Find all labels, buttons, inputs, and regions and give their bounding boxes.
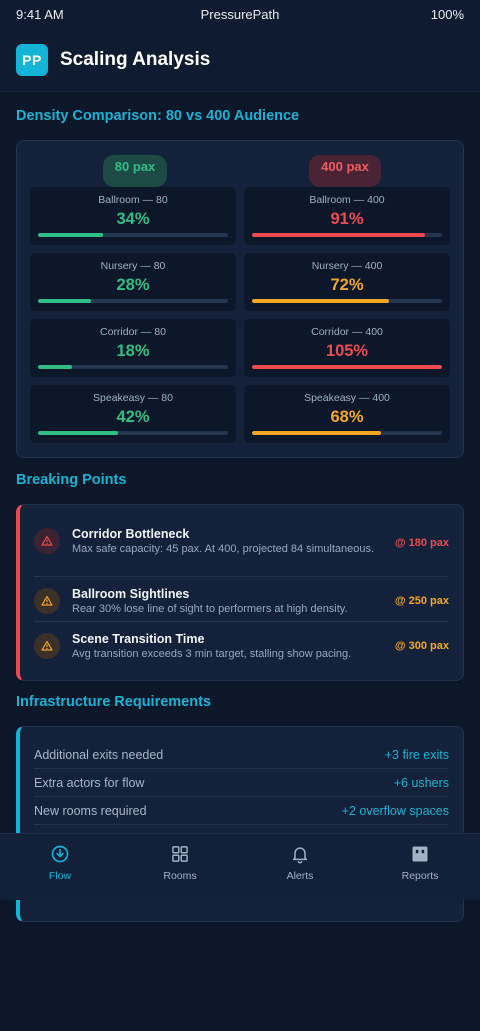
breaking-point-text: Scene Transition Time Avg transition exce…: [72, 632, 385, 661]
density-cell: Ballroom — 400 91%: [244, 187, 450, 245]
warning-icon: [34, 633, 60, 659]
breaking-point-text: Corridor Bottleneck Max safe capacity: 45…: [72, 527, 385, 556]
density-progress-fill: [252, 299, 389, 303]
density-progress-fill: [38, 233, 103, 237]
density-cell-label: Speakeasy — 400: [304, 392, 390, 404]
density-progress-bar: [38, 233, 228, 237]
breaking-point-threshold: @ 250 pax: [394, 595, 449, 607]
density-progress-bar: [252, 233, 442, 237]
tab-flow[interactable]: Flow: [0, 834, 120, 900]
app-logo: PP: [16, 43, 48, 76]
breaking-point-desc: Avg transition exceeds 3 min target, sta…: [72, 648, 352, 660]
density-progress-bar: [252, 365, 442, 369]
tab-alerts[interactable]: Alerts: [240, 834, 360, 900]
report-icon: [410, 844, 430, 870]
tab-reports[interactable]: Reports: [360, 834, 480, 900]
density-cell-label: Nursery — 400: [311, 260, 383, 272]
density-cell: Ballroom — 80 34%: [30, 187, 236, 245]
breaking-point-item[interactable]: Scene Transition Time Avg transition exce…: [34, 622, 449, 667]
density-section: 80 pax 400 pax Ballroom — 80 34% Ballroom …: [0, 140, 480, 458]
density-cell: Nursery — 400 72%: [244, 253, 450, 311]
density-cell-label: Nursery — 80: [100, 260, 166, 272]
tab-rooms[interactable]: Rooms: [120, 834, 240, 900]
density-progress-fill: [252, 431, 382, 435]
tab-bar: Flow Rooms Alerts Reports: [0, 833, 480, 900]
page-title: Scaling Analysis: [60, 48, 211, 70]
density-cell-value: 42%: [116, 408, 150, 426]
bell-icon: [290, 844, 310, 870]
infra-row-label: Additional exits needed: [34, 747, 164, 762]
tab-label: Reports: [401, 870, 439, 882]
status-time: 9:41 AM: [16, 6, 64, 22]
density-progress-bar: [252, 431, 442, 435]
pill-400: 400 pax: [309, 155, 381, 187]
density-cell-label: Speakeasy — 80: [93, 392, 173, 404]
infra-row-value: +3 fire exits: [384, 747, 449, 762]
density-card: 80 pax 400 pax Ballroom — 80 34% Ballroom …: [16, 140, 464, 458]
density-cell-label: Corridor — 400: [311, 326, 383, 338]
density-cell-value: 28%: [116, 276, 150, 294]
breaking-section-title: Breaking Points: [16, 472, 127, 488]
infra-section-title: Infrastructure Requirements: [16, 694, 211, 710]
breaking-section: Corridor Bottleneck Max safe capacity: 45…: [0, 504, 480, 681]
grid-icon: [170, 844, 190, 870]
breaking-card: Corridor Bottleneck Max safe capacity: 45…: [16, 504, 464, 681]
breaking-point-title: Scene Transition Time: [72, 632, 205, 646]
density-cell-label: Ballroom — 400: [309, 194, 385, 206]
density-cell-label: Ballroom — 80: [98, 194, 168, 206]
infra-row-label: Extra actors for flow: [34, 775, 145, 790]
breaking-point-threshold: @ 180 pax: [394, 537, 449, 549]
density-progress-fill: [38, 299, 92, 303]
breaking-point-desc: Max safe capacity: 45 pax. At 400, proje…: [72, 543, 375, 555]
density-progress-fill: [252, 365, 442, 369]
density-cell-value: 34%: [116, 210, 150, 228]
warning-icon: [34, 528, 60, 554]
density-cell: Corridor — 80 18%: [30, 319, 236, 377]
tab-label: Flow: [48, 870, 72, 882]
breaking-point-item[interactable]: Ballroom Sightlines Rear 30% lose line of…: [34, 577, 449, 622]
density-progress-fill: [38, 431, 118, 435]
breaking-point-item[interactable]: Corridor Bottleneck Max safe capacity: 45…: [34, 525, 449, 577]
density-cell-value: 72%: [330, 276, 364, 294]
density-progress-bar: [38, 431, 228, 435]
density-progress-bar: [252, 299, 442, 303]
status-battery: 100%: [430, 6, 464, 22]
density-progress-bar: [38, 299, 228, 303]
pill-80: 80 pax: [102, 155, 168, 187]
infra-row: Additional exits needed +3 fire exits: [34, 741, 449, 769]
density-progress-fill: [252, 233, 425, 237]
flow-icon: [50, 844, 70, 870]
status-carrier: PressurePath: [200, 6, 280, 22]
tab-label: Alerts: [286, 870, 314, 882]
density-cell: Speakeasy — 400 68%: [244, 385, 450, 443]
density-cell-value: 105%: [325, 342, 369, 360]
density-progress-bar: [38, 365, 228, 369]
breaking-point-title: Ballroom Sightlines: [72, 587, 190, 601]
density-section-title: Density Comparison: 80 vs 400 Audience: [16, 108, 300, 124]
density-grid: Ballroom — 80 34% Ballroom — 400 91% Nursery…: [17, 187, 463, 451]
density-cell-value: 91%: [330, 210, 364, 228]
infra-row-value: +6 ushers: [393, 775, 449, 790]
app-header: PP Scaling Analysis: [0, 28, 480, 92]
infra-row: Extra actors for flow +6 ushers: [34, 769, 449, 797]
breaking-point-threshold: @ 300 pax: [394, 640, 449, 652]
warning-icon: [34, 588, 60, 614]
breaking-point-text: Ballroom Sightlines Rear 30% lose line of…: [72, 587, 385, 616]
infra-row-value: +2 overflow spaces: [341, 803, 449, 818]
tab-label: Rooms: [163, 870, 197, 882]
status-bar: 9:41 AM PressurePath 100%: [0, 0, 480, 28]
density-cell-value: 18%: [116, 342, 150, 360]
density-cell-label: Corridor — 80: [100, 326, 166, 338]
density-cell: Nursery — 80 28%: [30, 253, 236, 311]
breaking-point-desc: Rear 30% lose line of sight to performer…: [72, 603, 348, 615]
density-progress-fill: [38, 365, 73, 369]
breaking-point-title: Corridor Bottleneck: [72, 527, 190, 541]
density-cell: Corridor — 400 105%: [244, 319, 450, 377]
infra-row: New rooms required +2 overflow spaces: [34, 797, 449, 825]
density-cell-value: 68%: [330, 408, 364, 426]
infra-row-label: New rooms required: [34, 803, 147, 818]
density-cell: Speakeasy — 80 42%: [30, 385, 236, 443]
